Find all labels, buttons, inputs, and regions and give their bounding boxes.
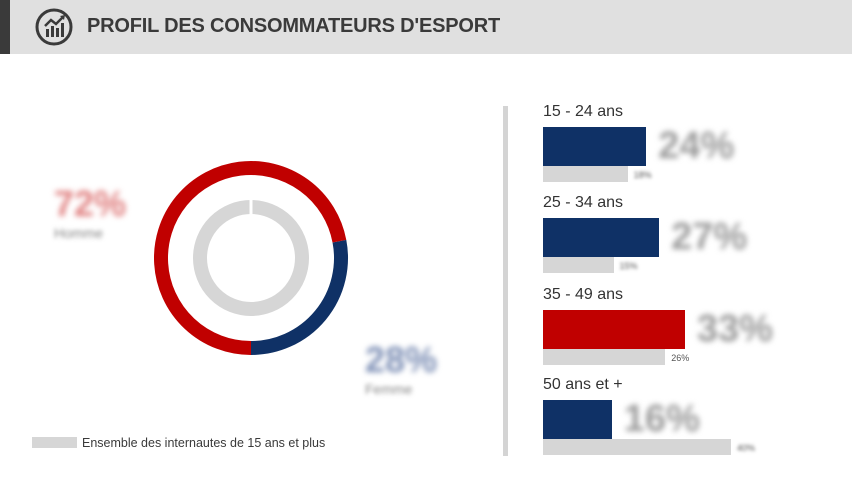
age-group-label: 50 ans et + (543, 376, 623, 393)
esport-bar (543, 400, 612, 439)
esport-value-label: 24% (658, 125, 735, 167)
femme-percent: 28% (365, 339, 438, 380)
age-group-label: 15 - 24 ans (543, 103, 624, 120)
reference-value-label: 40% (737, 443, 756, 453)
reference-bar (543, 166, 628, 182)
esport-bar (543, 218, 660, 257)
reference-bar (543, 257, 614, 273)
header-bar: PROFIL DES CONSOMMATEURS D'ESPORT (0, 0, 852, 54)
reference-value-label: 18% (633, 170, 652, 180)
esport-value-label: 33% (696, 308, 773, 350)
esport-bar (543, 310, 685, 349)
homme-percent: 72% (54, 183, 127, 224)
reference-bar (543, 439, 731, 455)
femme-label: Femme (365, 381, 413, 397)
reference-ring (193, 200, 309, 316)
homme-label: Homme (54, 225, 104, 241)
donut-chart (154, 161, 348, 355)
slice-homme (154, 161, 347, 355)
reference-value-label: 26% (671, 353, 690, 363)
divider (503, 106, 508, 456)
esport-bar (543, 127, 647, 166)
age-group-label: 35 - 49 ans (543, 286, 624, 303)
legend-swatch (32, 437, 77, 448)
reference-value-label: 15% (619, 261, 638, 271)
chart-growth-icon (35, 8, 73, 46)
esport-value-label: 16% (623, 398, 700, 440)
page-title: PROFIL DES CONSOMMATEURS D'ESPORT (87, 15, 500, 37)
esport-value-label: 27% (671, 216, 748, 258)
slice-femme (250, 239, 348, 355)
reference-bar (543, 349, 666, 365)
header-accent (0, 0, 10, 54)
legend-label: Ensemble des internautes de 15 ans et pl… (82, 436, 326, 450)
age-group-label: 25 - 34 ans (543, 194, 624, 211)
